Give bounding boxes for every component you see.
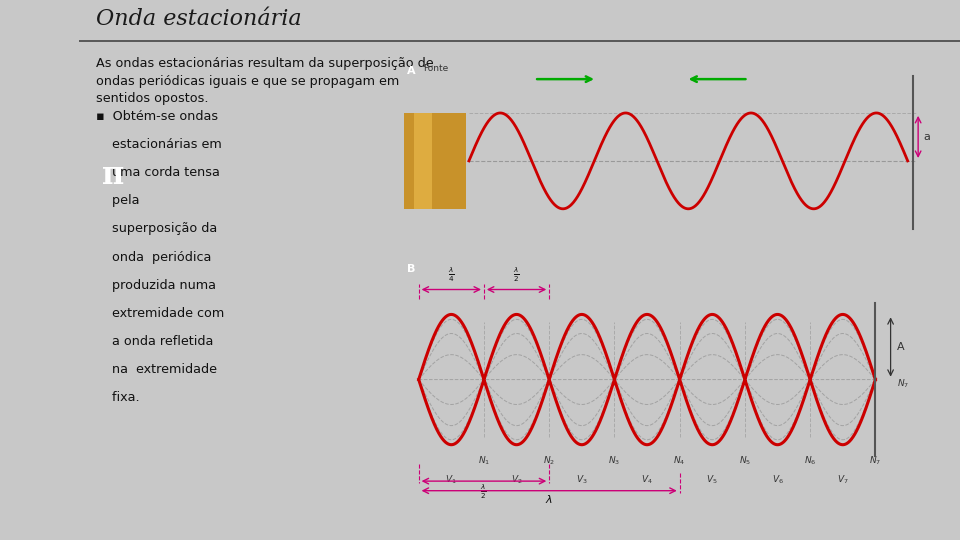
Text: $N_7$: $N_7$ [897, 377, 909, 390]
Text: $N_5$: $N_5$ [739, 454, 751, 467]
Text: ondas periódicas iguais e que se propagam em: ondas periódicas iguais e que se propaga… [96, 75, 399, 87]
Text: $\frac{\lambda}{4}$: $\frac{\lambda}{4}$ [448, 265, 455, 284]
Text: Fonte: Fonte [423, 64, 448, 73]
Text: $\frac{\lambda}{2}$: $\frac{\lambda}{2}$ [513, 265, 520, 284]
Text: a onda refletida: a onda refletida [96, 335, 214, 348]
Text: $N_2$: $N_2$ [543, 454, 555, 467]
Text: Onda estacionária: Onda estacionária [96, 8, 302, 30]
Text: pela: pela [96, 194, 140, 207]
Text: $N_1$: $N_1$ [478, 454, 490, 467]
Text: $N_7$: $N_7$ [869, 454, 881, 467]
Text: na  extremidade: na extremidade [96, 363, 217, 376]
Text: $V_3$: $V_3$ [576, 474, 588, 486]
Text: $V_7$: $V_7$ [837, 474, 849, 486]
Text: B: B [407, 265, 415, 274]
Text: a: a [924, 132, 930, 142]
Text: $N_3$: $N_3$ [609, 454, 620, 467]
Text: As ondas estacionárias resultam da superposição de: As ondas estacionárias resultam da super… [96, 57, 434, 70]
Text: A: A [897, 342, 904, 352]
Text: fixa.: fixa. [96, 391, 140, 404]
Text: $V_4$: $V_4$ [641, 474, 653, 486]
Text: onda  periódica: onda periódica [96, 251, 212, 264]
Text: produzida numa: produzida numa [96, 279, 216, 292]
Text: $V_6$: $V_6$ [772, 474, 783, 486]
Text: π: π [102, 160, 125, 191]
Text: A: A [407, 66, 415, 76]
Text: $N_4$: $N_4$ [674, 454, 685, 467]
Text: $N_6$: $N_6$ [804, 454, 816, 467]
Text: extremidade com: extremidade com [96, 307, 225, 320]
Text: sentidos opostos.: sentidos opostos. [96, 92, 209, 105]
Text: ▪  Obtém-se ondas: ▪ Obtém-se ondas [96, 110, 219, 123]
Text: uma corda tensa: uma corda tensa [96, 166, 220, 179]
Text: $V_1$: $V_1$ [445, 474, 457, 486]
Text: estacionárias em: estacionárias em [96, 138, 222, 151]
Bar [414, 113, 432, 209]
Bar [403, 113, 467, 209]
Text: $\lambda$: $\lambda$ [545, 492, 553, 504]
Text: $V_2$: $V_2$ [511, 474, 522, 486]
Text: $\frac{\lambda}{2}$: $\frac{\lambda}{2}$ [480, 483, 488, 502]
Text: superposição da: superposição da [96, 222, 218, 235]
Text: $V_5$: $V_5$ [707, 474, 718, 486]
